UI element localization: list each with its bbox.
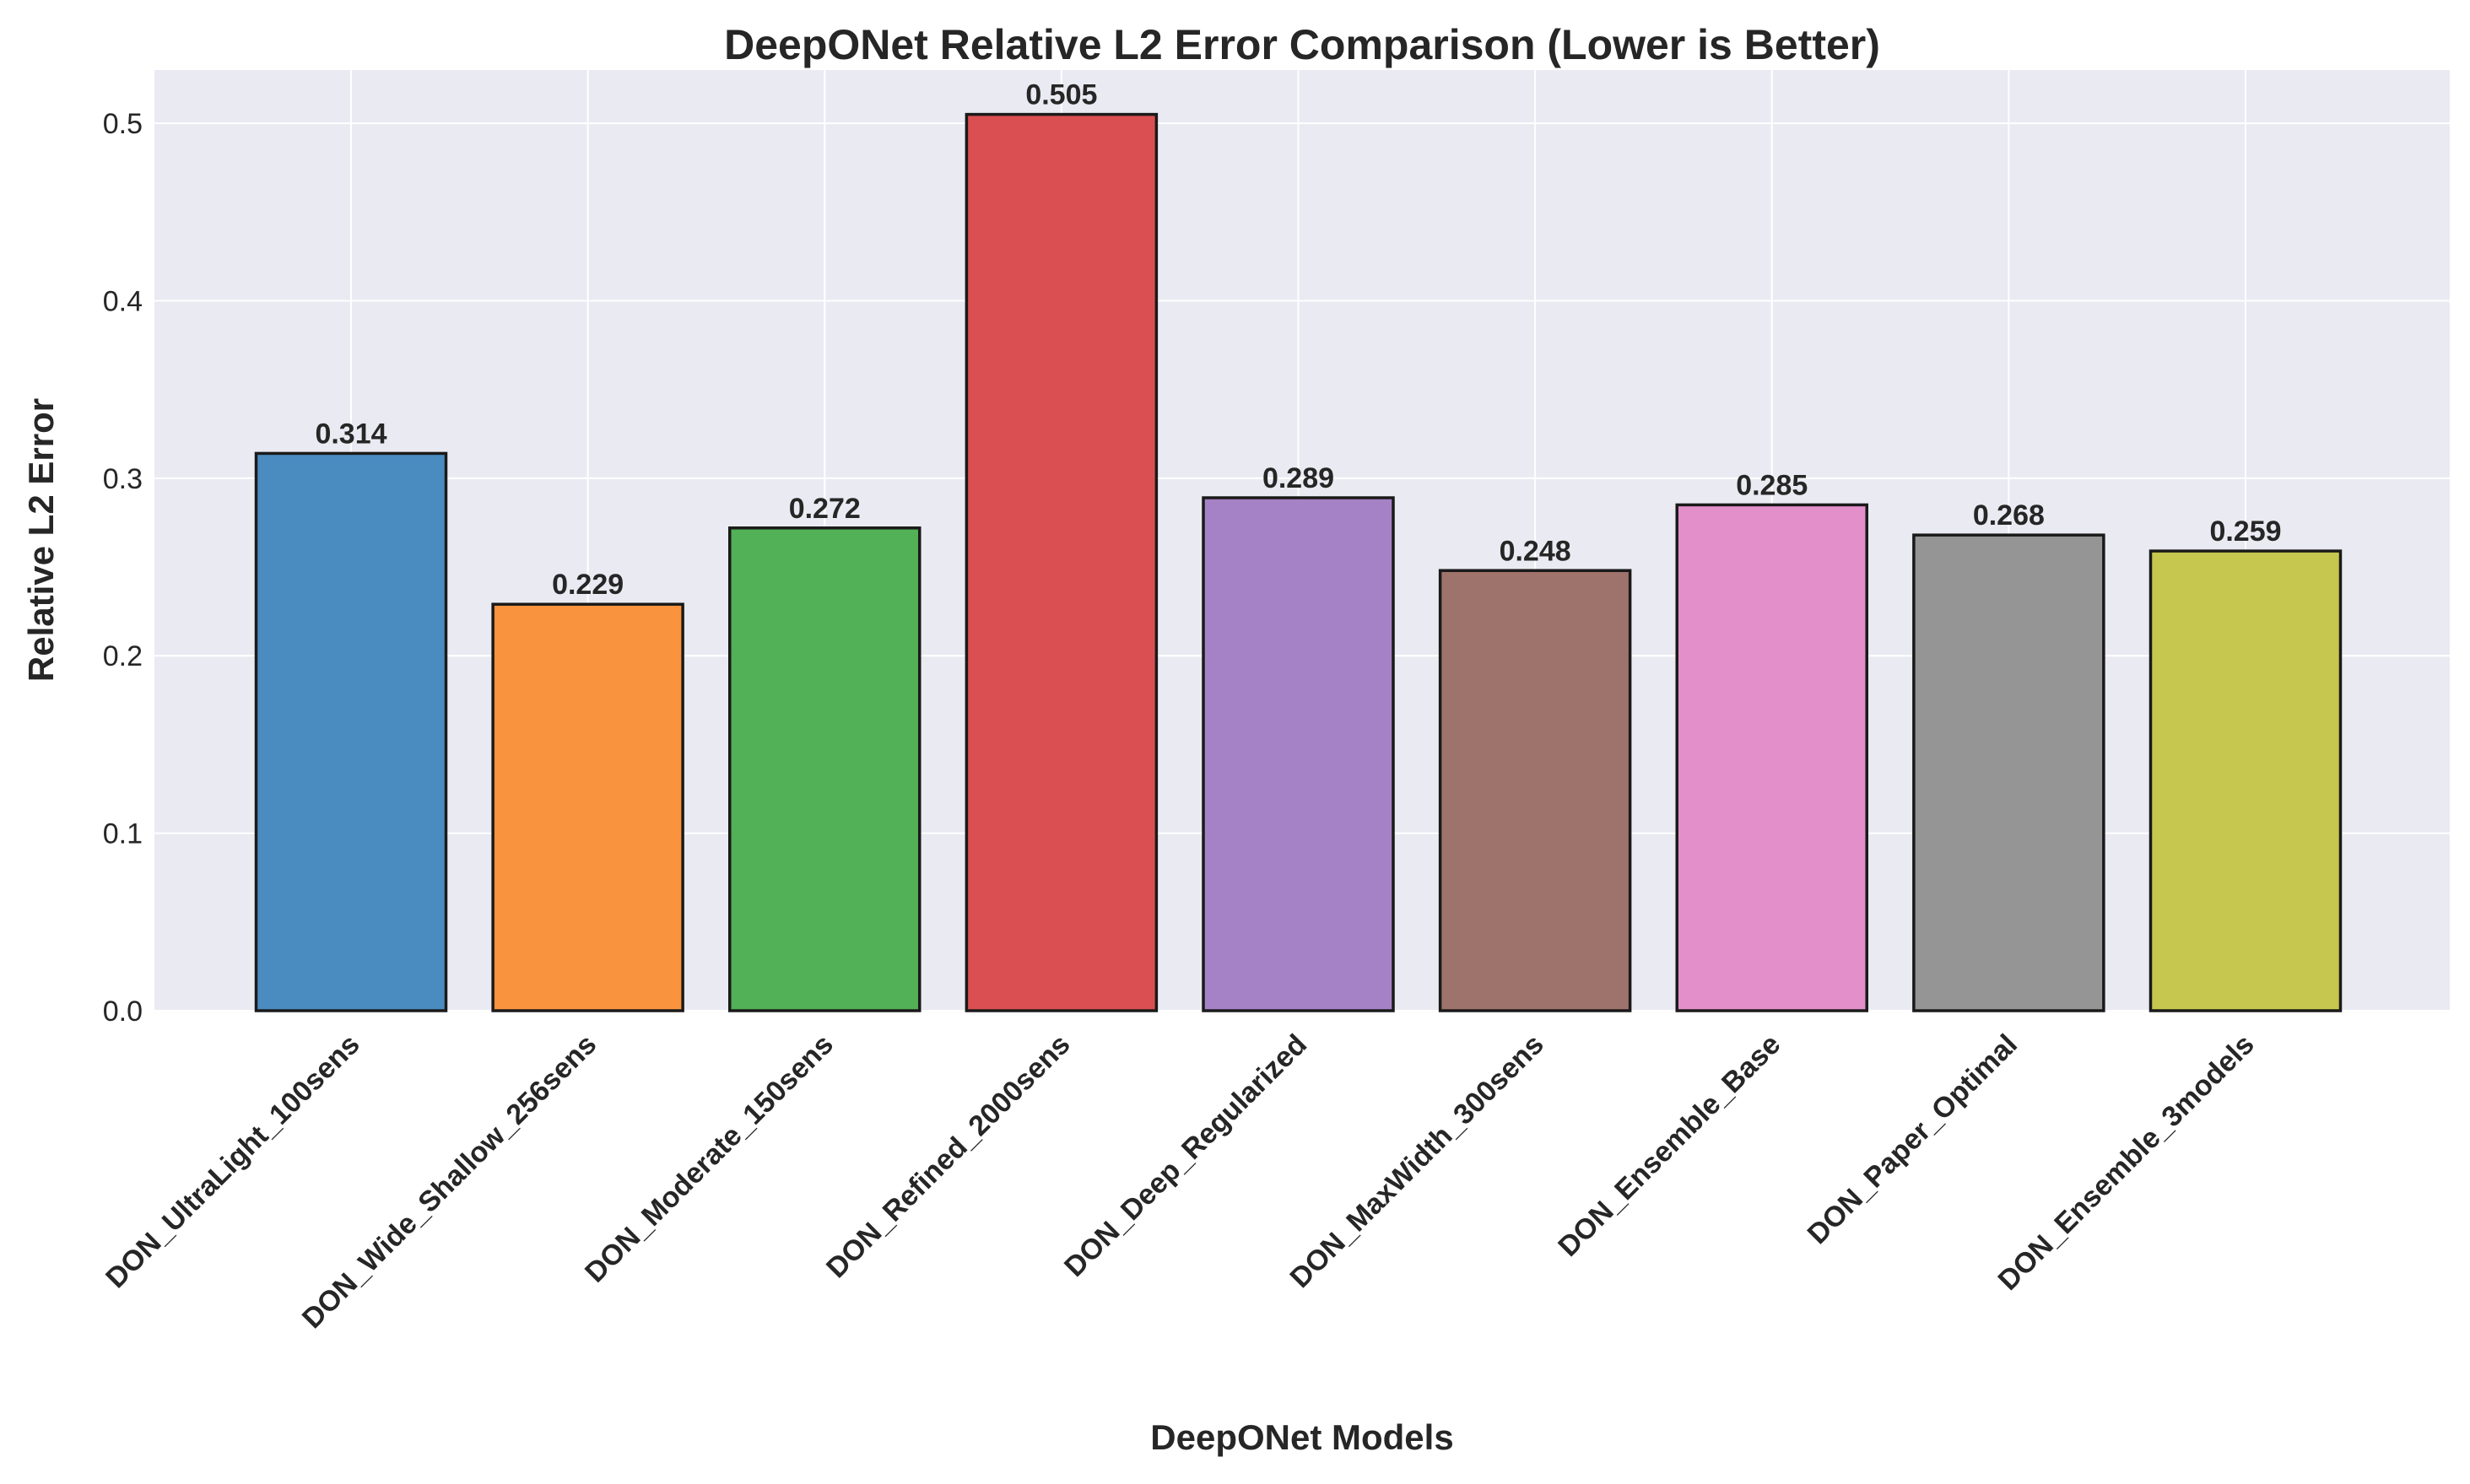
data-label: 0.268 [1973,499,2045,532]
bar-don-deep-regularized [1202,496,1395,1012]
y-tick-label: 0.1 [103,818,143,850]
data-label: 0.259 [2209,515,2281,548]
data-label: 0.505 [1025,79,1097,111]
x-tick-label: DON_Ensemble_3models [1992,1028,2261,1297]
y-axis-ticks: 0.0 0.1 0.2 0.3 0.4 0.5 [103,108,143,1028]
x-tick-label: DON_Moderate_150sens [579,1028,840,1289]
bar-don-refined-2000sens [965,112,1159,1012]
data-label: 0.248 [1500,535,1571,567]
data-label: 0.229 [552,569,624,601]
data-labels-group: 0.314 0.229 0.272 0.505 0.289 0.248 0.285 0.268… [315,79,2281,602]
bar-don-maxwidth-300sens [1438,569,1632,1012]
data-label: 0.289 [1262,462,1334,494]
x-tick-label: DON_UltraLight_100sens [100,1028,365,1294]
bar-don-ensemble-3models [2148,549,2343,1012]
y-tick-label: 0.0 [103,996,143,1028]
y-tick-label: 0.5 [103,108,143,140]
bars-group [254,112,2343,1012]
y-tick-label: 0.4 [103,285,143,317]
x-tick-label: DON_Refined_2000sens [820,1028,1076,1284]
x-axis-ticks: DON_UltraLight_100sensDON_Wide_Shallow_2… [100,1028,2260,1335]
x-axis-label: DeepONet Models [1150,1417,1453,1457]
bar-don-paper-optimal [1912,533,2105,1012]
y-tick-label: 0.2 [103,640,143,672]
data-label: 0.272 [789,493,861,525]
x-tick-label: DON_Deep_Regularized [1058,1028,1313,1283]
x-tick-label: DON_MaxWidth_300sens [1284,1028,1550,1294]
y-axis-label: Relative L2 Error [21,398,61,682]
x-tick-label: DON_Ensemble_Base [1552,1028,1786,1263]
bar-don-ultralight-100sens [254,451,448,1012]
data-label: 0.314 [315,418,386,450]
bar-don-moderate-150sens [728,526,922,1012]
x-tick-label: DON_Paper_Optimal [1802,1028,2024,1250]
data-label: 0.285 [1736,469,1808,501]
y-tick-label: 0.3 [103,463,143,495]
bar-don-wide-shallow-256sens [491,602,684,1012]
chart-title: DeepONet Relative L2 Error Comparison (L… [724,21,1880,68]
bar-don-ensemble-base [1675,503,1868,1012]
